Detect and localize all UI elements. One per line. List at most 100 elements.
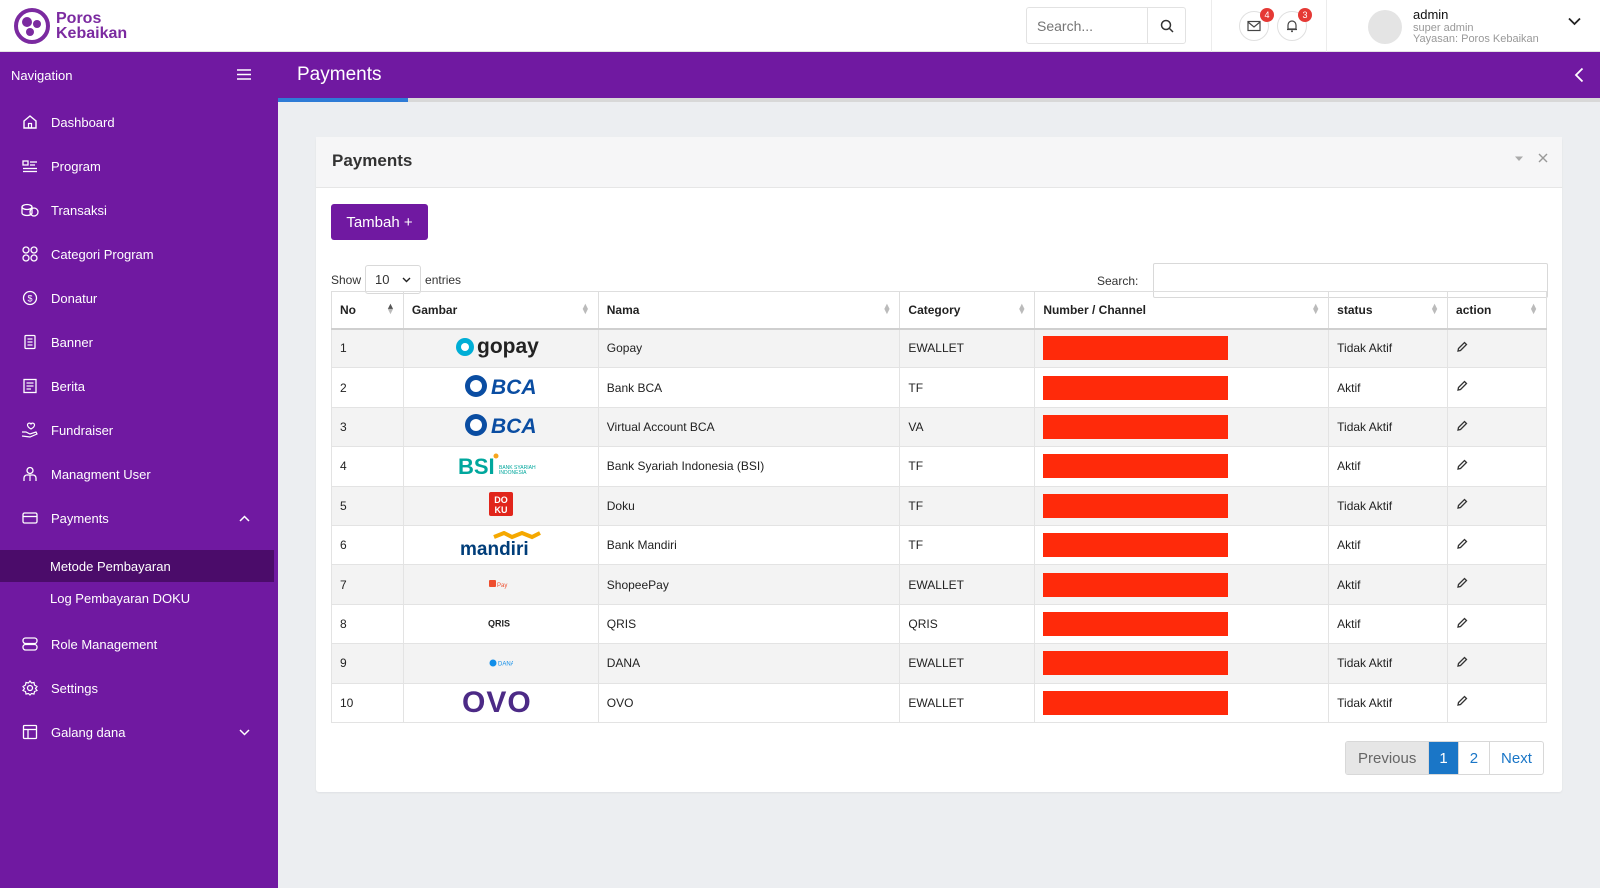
brand-logo[interactable]: Poros Kebaikan <box>14 8 127 44</box>
sidebar-item-managment-user[interactable]: Managment User <box>0 454 278 494</box>
brand-name: Poros Kebaikan <box>56 11 127 42</box>
entries-select[interactable]: 10 <box>365 265 422 294</box>
notification-button[interactable]: 3 <box>1277 8 1312 41</box>
sort-icon: ▲ ▼ <box>580 301 590 316</box>
edit-icon[interactable] <box>1456 656 1468 671</box>
pagination-page-2[interactable]: 2 <box>1459 742 1491 774</box>
edit-icon[interactable] <box>1456 617 1468 632</box>
cell-action <box>1447 406 1547 448</box>
cell-number-channel <box>1034 406 1330 448</box>
mandiri-logo: mandiri <box>460 530 541 560</box>
edit-icon[interactable] <box>1456 380 1468 395</box>
chevron-left-icon[interactable] <box>1574 67 1584 83</box>
sidebar-item-galang-dana[interactable]: Galang dana <box>0 712 278 752</box>
cell-category: QRIS <box>899 603 1036 645</box>
sidebar-item-settings[interactable]: Settings <box>0 668 278 708</box>
sidebar-item-fundraiser[interactable]: Fundraiser <box>0 410 278 450</box>
edit-icon[interactable] <box>1456 498 1468 513</box>
topbar-divider <box>1326 0 1327 52</box>
sidebar-item-program[interactable]: Program <box>0 146 278 186</box>
pagination-page-1[interactable]: 1 <box>1429 742 1459 774</box>
sidebar-item-label: Categori Program <box>51 246 154 262</box>
table-row: 8 QRIS QRIS QRIS Aktif <box>331 603 1547 645</box>
cell-category: EWALLET <box>899 643 1036 684</box>
close-icon[interactable] <box>1538 153 1548 163</box>
sidebar-item-payments[interactable]: Payments <box>0 498 278 538</box>
coins-icon <box>21 201 39 219</box>
edit-icon[interactable] <box>1456 341 1468 356</box>
top-search-input[interactable] <box>1027 8 1147 43</box>
column-header-status[interactable]: status ▲ ▼ <box>1328 291 1449 330</box>
cell-action <box>1447 367 1547 408</box>
sidebar-item-dashboard[interactable]: Dashboard <box>0 102 278 142</box>
edit-icon[interactable] <box>1456 695 1468 710</box>
cell-status: Tidak Aktif <box>1328 485 1449 526</box>
sidebar-item-role-management[interactable]: Role Management <box>0 624 278 664</box>
cell-number-channel <box>1034 485 1330 526</box>
sidebar-item-banner[interactable]: Banner <box>0 322 278 362</box>
table-row: 10 OVO OVO EWALLET Tidak Aktif <box>331 682 1547 723</box>
cell-no: 1 <box>331 327 404 369</box>
column-header-label: Number / Channel <box>1043 302 1146 317</box>
column-header-nama[interactable]: Nama ▲ ▼ <box>597 291 901 330</box>
sidebar-item-label: Dashboard <box>51 114 115 130</box>
cell-gambar: Pay <box>402 564 599 605</box>
sort-icon: ▲ ▼ <box>1017 301 1027 316</box>
page-title: Payments <box>297 64 382 85</box>
cell-nama: Doku <box>597 485 901 526</box>
table-row: 7 Pay ShopeePay EWALLET Aktif <box>331 564 1547 605</box>
poros-logo-icon <box>14 8 50 44</box>
redacted-value <box>1043 336 1229 361</box>
pagination-next[interactable]: Next <box>1501 749 1532 767</box>
cell-status: Tidak Aktif <box>1328 643 1449 684</box>
collapse-icon[interactable] <box>1514 155 1524 162</box>
sidebar-item-label: Settings <box>51 680 98 696</box>
column-header-gambar[interactable]: Gambar ▲ ▼ <box>402 291 599 330</box>
top-search-button[interactable] <box>1147 8 1185 43</box>
column-header-no[interactable]: No ▲ ▼ <box>331 291 404 330</box>
edit-icon[interactable] <box>1456 420 1468 435</box>
redacted-value <box>1043 690 1229 715</box>
program-icon <box>21 157 39 175</box>
sidebar-subitem-metode-pembayaran[interactable]: Metode Pembayaran <box>0 550 274 582</box>
mail-button[interactable]: 4 <box>1239 8 1274 41</box>
cell-nama: QRIS <box>597 603 901 645</box>
cell-nama: Gopay <box>597 327 901 369</box>
sidebar-subitem-log-pembayaran-doku[interactable]: Log Pembayaran DOKU <box>50 590 191 606</box>
card-title: Payments <box>332 151 413 170</box>
add-payment-button[interactable]: Tambah + <box>331 204 428 240</box>
entries-label: entries <box>425 272 462 287</box>
pagination-previous[interactable]: Previous <box>1346 742 1430 774</box>
cell-status: Aktif <box>1328 367 1449 408</box>
user-name[interactable]: admin <box>1413 7 1449 22</box>
cell-number-channel <box>1034 682 1330 723</box>
column-header-action[interactable]: action ▲ ▼ <box>1447 291 1547 330</box>
edit-icon[interactable] <box>1456 459 1468 474</box>
user-org: Yayasan: Poros Kebaikan <box>1413 33 1539 45</box>
chevron-down-icon[interactable] <box>1568 17 1581 26</box>
svg-text:QRIS: QRIS <box>488 618 510 628</box>
home-icon <box>21 113 39 131</box>
column-header-number-channel[interactable]: Number / Channel ▲ ▼ <box>1034 291 1330 330</box>
edit-icon[interactable] <box>1456 538 1468 553</box>
menu-icon[interactable] <box>237 69 251 80</box>
column-header-category[interactable]: Category ▲ ▼ <box>899 291 1036 330</box>
edit-icon[interactable] <box>1456 577 1468 592</box>
sidebar-item-berita[interactable]: Berita <box>0 366 278 406</box>
sidebar-item-label: Program <box>51 158 101 174</box>
sidebar-item-donatur[interactable]: $ Donatur <box>0 278 278 318</box>
news-icon <box>21 377 39 395</box>
redacted-value <box>1043 375 1229 400</box>
redacted-value <box>1043 611 1229 636</box>
cell-status: Aktif <box>1328 564 1449 605</box>
cell-status: Tidak Aktif <box>1328 406 1449 448</box>
table-row: 6 mandiri Bank Mandiri TF Aktif <box>331 524 1547 566</box>
sidebar-item-categori-program[interactable]: Categori Program <box>0 234 278 274</box>
svg-text:DO: DO <box>494 495 508 505</box>
avatar[interactable] <box>1368 10 1402 44</box>
sidebar-item-transaksi[interactable]: Transaksi <box>0 190 278 230</box>
cell-category: EWALLET <box>899 327 1036 369</box>
cell-number-channel <box>1034 524 1330 566</box>
sidebar-item-label: Galang dana <box>51 724 126 740</box>
svg-text:OVO: OVO <box>462 687 532 715</box>
